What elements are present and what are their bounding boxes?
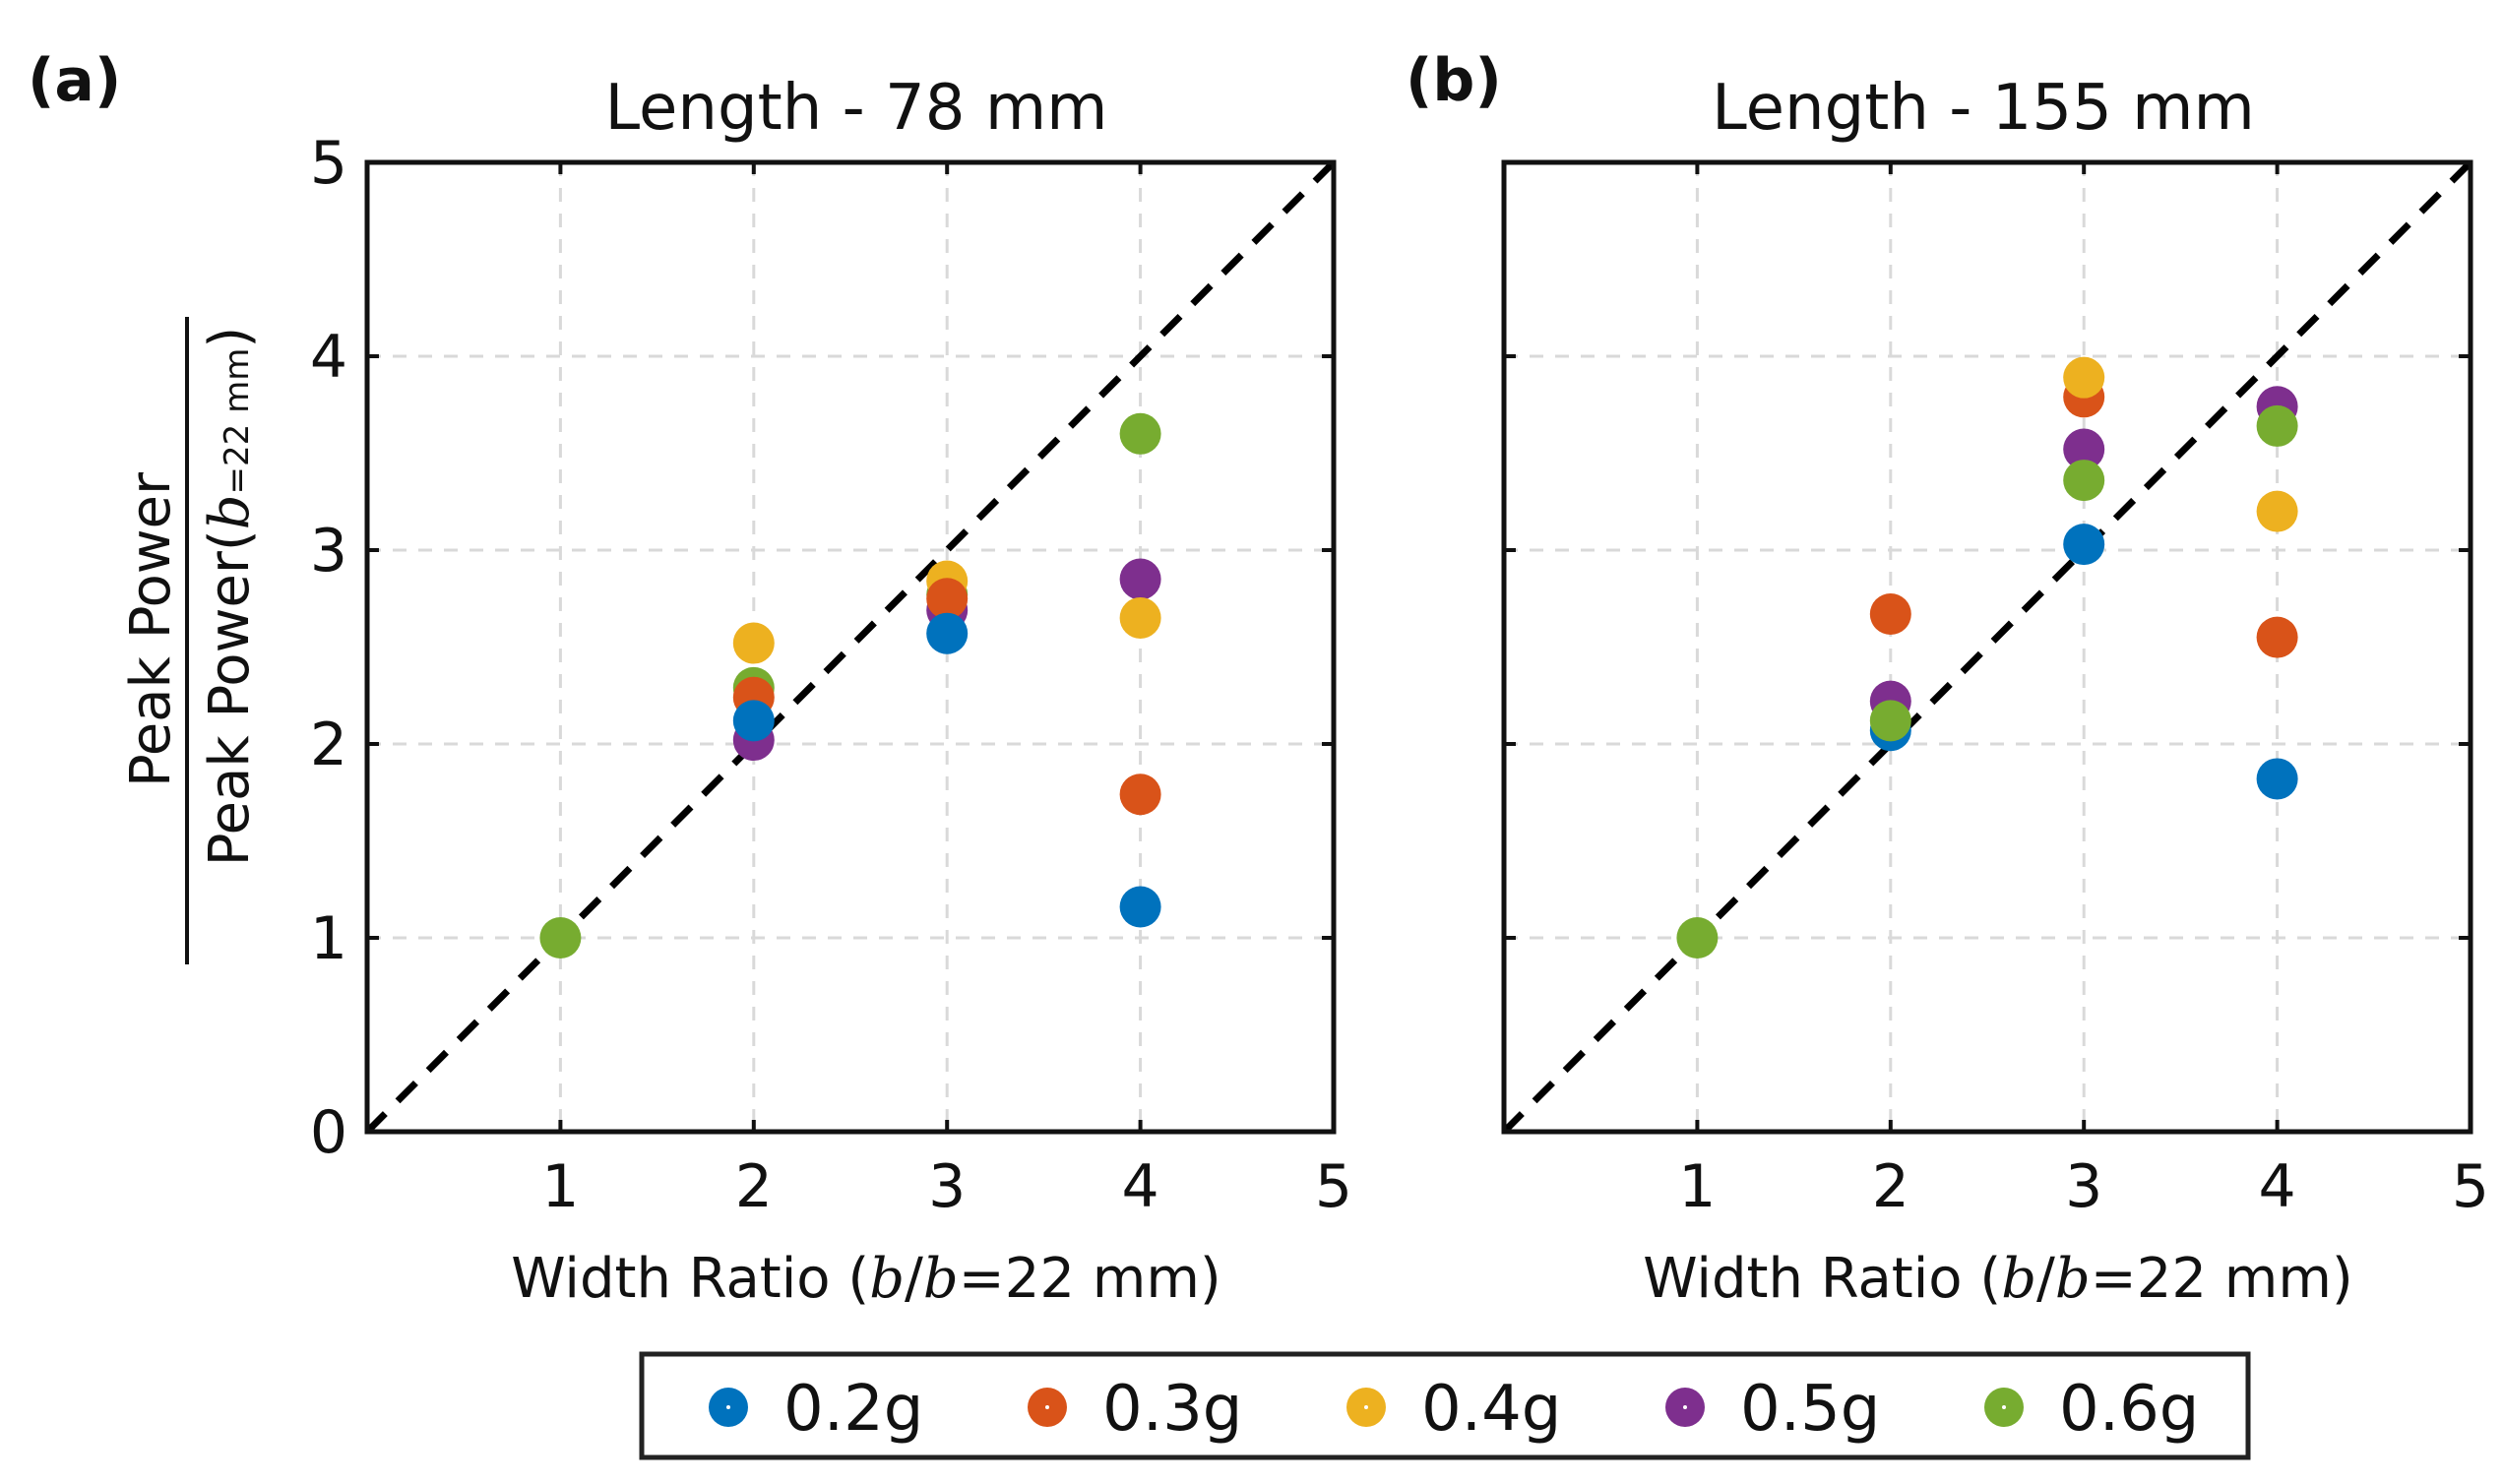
x-tick-label: 5 xyxy=(2452,1152,2489,1221)
legend-marker-dot xyxy=(1683,1405,1687,1409)
y-tick-label: 5 xyxy=(310,129,347,198)
data-point-0.6g xyxy=(1119,412,1161,455)
legend-box xyxy=(639,1351,2251,1460)
data-point-0.6g xyxy=(2063,460,2105,502)
x-tick-label: 5 xyxy=(1315,1152,1352,1221)
data-point-0.2g xyxy=(2063,524,2105,566)
data-point-0.4g xyxy=(2256,490,2298,532)
legend-item-0.3g: 0.3g xyxy=(1028,1373,1242,1446)
panel-b-grid xyxy=(1504,162,2471,1132)
y-tick-label: 2 xyxy=(310,711,347,779)
legend-label: 0.2g xyxy=(783,1373,923,1446)
legend-label: 0.3g xyxy=(1102,1373,1242,1446)
data-point-0.3g xyxy=(1869,593,1911,636)
panel-a: (a) Length - 78 mm 1 2 3 4 5 0 1 2 3 4 5 Width Ra… xyxy=(28,46,1352,1311)
panel-a-reference-line xyxy=(364,159,1337,1135)
legend-item-0.2g: 0.2g xyxy=(709,1373,923,1446)
panel-b-reference-line xyxy=(1501,159,2473,1135)
data-point-0.3g xyxy=(2256,616,2298,658)
panel-b: (b) Length - 155 mm 1 2 3 4 5 Width Ratio (b… xyxy=(1406,46,2489,1311)
y-tick-label: 1 xyxy=(310,904,347,973)
legend-item-0.5g: 0.5g xyxy=(1665,1373,1880,1446)
panel-b-label: (b) xyxy=(1406,46,1502,115)
data-point-0.5g xyxy=(2063,428,2105,470)
panel-a-points xyxy=(539,412,1161,958)
data-point-0.4g xyxy=(732,622,775,664)
panel-a-label: (a) xyxy=(28,46,121,115)
panel-a-title: Length - 78 mm xyxy=(605,72,1108,145)
data-point-0.5g xyxy=(1119,558,1161,600)
legend-items: 0.2g 0.3g 0.4g 0.5g 0.6g xyxy=(709,1373,2199,1446)
y-axis-label-numerator: Peak Power xyxy=(119,471,183,787)
panel-b-x-ticks: 1 2 3 4 5 xyxy=(1504,162,2489,1221)
y-tick-label: 4 xyxy=(310,323,347,392)
identity-reference-line xyxy=(364,159,1337,1135)
y-tick-label: 3 xyxy=(310,517,347,586)
legend-item-0.4g: 0.4g xyxy=(1346,1373,1561,1446)
panel-a-y-axis-label: Peak Power Peak Power(b=22 mm) xyxy=(119,317,262,964)
identity-reference-line xyxy=(1501,159,2473,1135)
legend-label: 0.6g xyxy=(2059,1373,2199,1446)
y-tick-label: 0 xyxy=(310,1098,347,1167)
data-point-0.2g xyxy=(732,700,775,742)
x-tick-label: 2 xyxy=(1872,1152,1909,1221)
x-tick-label: 3 xyxy=(928,1152,966,1221)
x-tick-label: 4 xyxy=(2259,1152,2296,1221)
panel-a-axes-frame xyxy=(364,159,1337,1135)
data-point-0.2g xyxy=(926,612,969,654)
data-point-0.2g xyxy=(1119,886,1161,928)
x-tick-label: 1 xyxy=(541,1152,579,1221)
legend-item-0.6g: 0.6g xyxy=(1984,1373,2199,1446)
panel-b-x-axis-label: Width Ratio (b/b=22 mm) xyxy=(1643,1247,2352,1311)
legend-label: 0.5g xyxy=(1740,1373,1880,1446)
data-point-0.6g xyxy=(2256,404,2298,447)
panel-b-axes-frame xyxy=(1501,159,2473,1135)
data-point-0.4g xyxy=(2063,356,2105,399)
legend-marker-dot xyxy=(1045,1405,1049,1409)
panel-a-y-ticks: 0 1 2 3 4 5 xyxy=(310,129,347,1167)
data-point-0.6g xyxy=(1869,700,1911,742)
legend-marker-dot xyxy=(1364,1405,1368,1409)
panel-a-x-axis-label: Width Ratio (b/b=22 mm) xyxy=(511,1247,1220,1311)
x-tick-label: 3 xyxy=(2065,1152,2102,1221)
data-point-0.2g xyxy=(2256,758,2298,800)
data-point-0.3g xyxy=(926,578,969,620)
x-tick-label: 4 xyxy=(1122,1152,1159,1221)
data-point-0.4g xyxy=(1119,596,1161,639)
x-tick-label: 1 xyxy=(1678,1152,1716,1221)
legend-marker-dot xyxy=(726,1405,730,1409)
data-point-0.3g xyxy=(1119,773,1161,816)
legend: 0.2g 0.3g 0.4g 0.5g 0.6g xyxy=(639,1351,2251,1460)
data-point-0.6g xyxy=(1676,917,1719,958)
x-tick-label: 2 xyxy=(735,1152,773,1221)
data-point-0.6g xyxy=(539,917,582,958)
panel-a-x-ticks: 1 2 3 4 5 xyxy=(367,162,1352,1221)
legend-marker-dot xyxy=(2002,1405,2006,1409)
panel-b-title: Length - 155 mm xyxy=(1712,72,2255,145)
y-axis-label-denominator: Peak Power(b=22 mm) xyxy=(198,327,262,866)
legend-label: 0.4g xyxy=(1421,1373,1561,1446)
panel-a-grid xyxy=(367,162,1334,1132)
panel-b-points xyxy=(1676,356,2298,958)
